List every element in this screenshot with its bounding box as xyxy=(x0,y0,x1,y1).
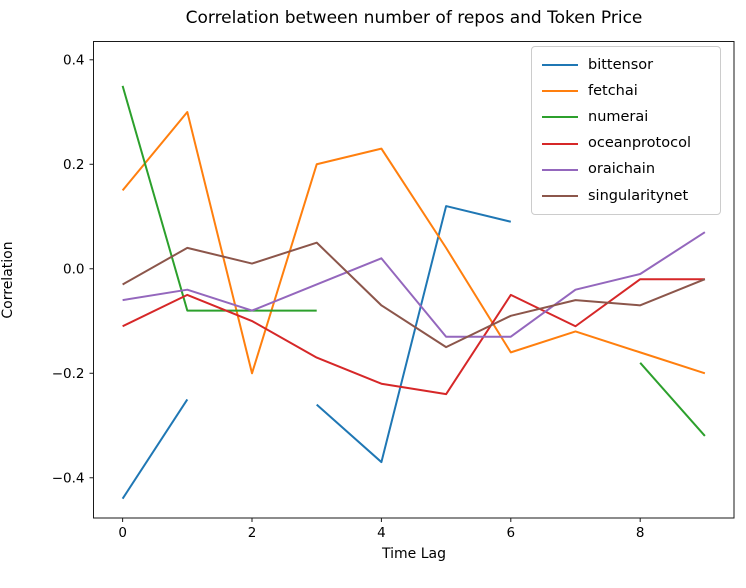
chart-title: Correlation between number of repos and … xyxy=(185,8,643,28)
legend-item-bittensor: bittensor xyxy=(542,58,710,73)
legend-item-oraichain: oraichain xyxy=(542,162,710,177)
legend-line-swatch xyxy=(542,90,578,93)
legend-item-singularitynet: singularitynet xyxy=(542,189,710,204)
x-tick-label: 6 xyxy=(506,525,515,541)
legend-line-swatch xyxy=(542,142,578,145)
series-line-numerai xyxy=(121,85,317,312)
x-tick-label: 8 xyxy=(636,525,645,541)
legend-label: singularitynet xyxy=(588,187,689,204)
y-tick-label: 0.2 xyxy=(63,157,84,173)
x-tick-label: 0 xyxy=(118,525,127,541)
series-line-bittensor xyxy=(316,205,512,464)
legend: bittensor fetchai numerai oceanprotocol orai… xyxy=(531,46,721,215)
legend-line-swatch xyxy=(542,194,578,197)
axes-spines xyxy=(93,41,735,519)
legend-label: oceanprotocol xyxy=(588,135,691,152)
x-tick-label: 2 xyxy=(248,525,257,541)
legend-label: numerai xyxy=(588,109,649,126)
series-line-oraichain xyxy=(122,231,706,338)
legend-line-swatch xyxy=(542,116,578,119)
legend-item-numerai: numerai xyxy=(542,110,710,125)
legend-line-swatch xyxy=(542,168,578,171)
legend-label: fetchai xyxy=(588,82,638,99)
legend-label: bittensor xyxy=(588,56,654,73)
series-line-numerai xyxy=(639,362,706,437)
x-tick-label: 4 xyxy=(377,525,386,541)
series-line-bittensor xyxy=(121,398,189,500)
legend-label: oraichain xyxy=(588,161,656,178)
series-line-fetchai xyxy=(121,111,706,375)
y-tick-label: −0.2 xyxy=(52,366,85,382)
y-tick-label: 0.0 xyxy=(63,261,84,277)
y-tick-label: −0.4 xyxy=(52,470,85,486)
x-axis-label: Time Lag xyxy=(382,546,446,562)
y-axis-label: Correlation xyxy=(0,241,16,319)
legend-item-oceanprotocol: oceanprotocol xyxy=(542,136,710,151)
legend-line-swatch xyxy=(542,64,578,67)
series-line-singularitynet xyxy=(122,241,706,349)
legend-item-fetchai: fetchai xyxy=(542,84,710,99)
y-tick-label: 0.4 xyxy=(63,52,84,68)
